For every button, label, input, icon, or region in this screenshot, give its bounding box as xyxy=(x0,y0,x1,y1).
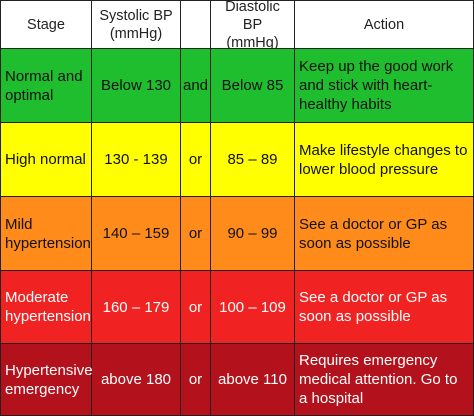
header-connector xyxy=(181,1,211,48)
stage-cell: Mild hypertension xyxy=(1,197,92,270)
systolic-cell: 140 – 159 xyxy=(92,197,181,270)
table-row: Moderate hypertension 160 – 179 or 100 –… xyxy=(1,271,473,344)
connector-cell: or xyxy=(181,197,211,270)
stage-cell: Normal and optimal xyxy=(1,49,92,122)
systolic-cell: 160 – 179 xyxy=(92,271,181,343)
action-cell: See a doctor or GP as soon as possible xyxy=(299,215,448,252)
diastolic-cell: 100 – 109 xyxy=(211,271,295,343)
header-row: Stage Systolic BP (mmHg) Diastolic BP (m… xyxy=(1,0,473,51)
diastolic-cell: above 110 xyxy=(211,344,295,415)
stage-cell: High normal xyxy=(1,123,92,196)
stage-cell: Moderate hypertension xyxy=(1,271,92,343)
action-cell: Keep up the good work and stick with hea… xyxy=(299,58,454,113)
diastolic-cell: 90 – 99 xyxy=(211,197,295,270)
connector-cell: or xyxy=(181,123,211,196)
systolic-cell: Below 130 xyxy=(92,49,181,122)
action-cell: See a doctor or GP as soon as possible xyxy=(299,289,448,325)
connector-cell: or xyxy=(181,271,211,343)
stage-cell: Hypertensive emergency xyxy=(1,344,93,415)
action-cell: Make lifestyle changes to lower blood pr… xyxy=(299,141,468,178)
header-stage: Stage xyxy=(1,1,92,48)
connector-cell: or xyxy=(181,344,211,415)
header-diastolic: Diastolic BP (mmHg) xyxy=(211,0,295,51)
header-action: Action xyxy=(363,16,405,33)
table-row: High normal 130 - 139 or 85 – 89 Make li… xyxy=(1,123,473,197)
systolic-cell: above 180 xyxy=(92,344,181,415)
connector-cell: and xyxy=(181,49,211,122)
header-systolic-text: Systolic BP (mmHg) xyxy=(99,7,173,42)
diastolic-cell: 85 – 89 xyxy=(211,123,295,196)
diastolic-cell: Below 85 xyxy=(211,49,295,122)
systolic-cell: 130 - 139 xyxy=(92,123,181,196)
header-diastolic-text: Diastolic BP (mmHg) xyxy=(225,0,280,51)
header-systolic: Systolic BP (mmHg) xyxy=(92,1,181,48)
action-cell: Requires emergency medical attention. Go… xyxy=(299,352,458,407)
table-row: Hypertensive emergency above 180 or abov… xyxy=(1,344,473,415)
table-row: Mild hypertension 140 – 159 or 90 – 99 S… xyxy=(1,197,473,271)
table-row: Normal and optimal Below 130 and Below 8… xyxy=(1,49,473,123)
